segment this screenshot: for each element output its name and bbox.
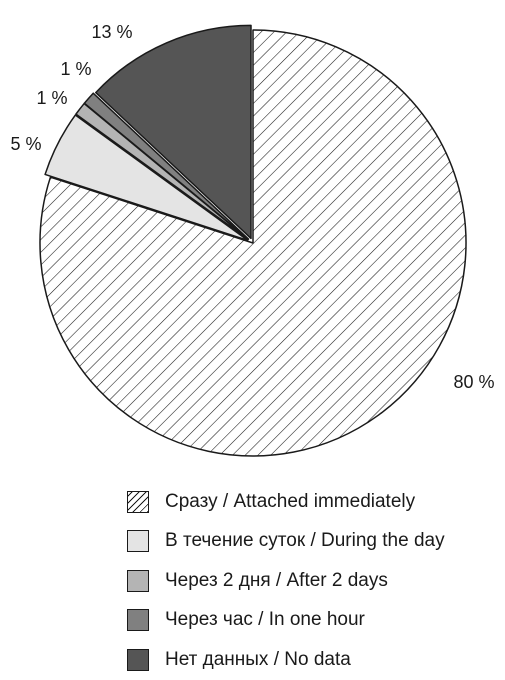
legend-label-no-data: Нет данных / No data — [165, 648, 351, 670]
legend-swatch-no-data — [127, 648, 149, 671]
legend-item: Через 2 дня / After 2 days — [127, 561, 445, 601]
legend-label-during-the-day: В течение суток / During the day — [165, 530, 445, 552]
legend-swatch-after-2-days — [127, 569, 149, 592]
slice-label-attached-immediately: 80 % — [453, 372, 494, 392]
pie-slice-attached-immediately — [39, 29, 467, 457]
legend-item: Сразу / Attached immediately — [127, 482, 445, 522]
legend: Сразу / Attached immediately В течение с… — [127, 482, 445, 680]
slice-label-no-data: 13 % — [91, 22, 132, 42]
pie-slice-during-the-day — [44, 114, 249, 242]
slice-label-after-2-days: 1 % — [36, 88, 67, 108]
pie-slice-no-data — [94, 24, 252, 240]
slice-label-in-one-hour: 1 % — [60, 59, 91, 79]
legend-swatch-attached-immediately — [127, 490, 149, 513]
pie-chart: 80 %5 %1 %1 %13 % — [10, 22, 495, 457]
legend-item: В течение суток / During the day — [127, 522, 445, 562]
legend-swatch-during-the-day — [127, 530, 149, 553]
legend-label-in-one-hour: Через час / In one hour — [165, 609, 365, 631]
legend-swatch-in-one-hour — [127, 609, 149, 632]
legend-label-attached-immediately: Сразу / Attached immediately — [165, 490, 416, 512]
legend-label-after-2-days: Через 2 дня / After 2 days — [165, 569, 388, 591]
pie-slice-in-one-hour — [83, 92, 250, 240]
slice-label-during-the-day: 5 % — [10, 134, 41, 154]
legend-item: Через час / In one hour — [127, 601, 445, 641]
legend-item: Нет данных / No data — [127, 640, 445, 680]
